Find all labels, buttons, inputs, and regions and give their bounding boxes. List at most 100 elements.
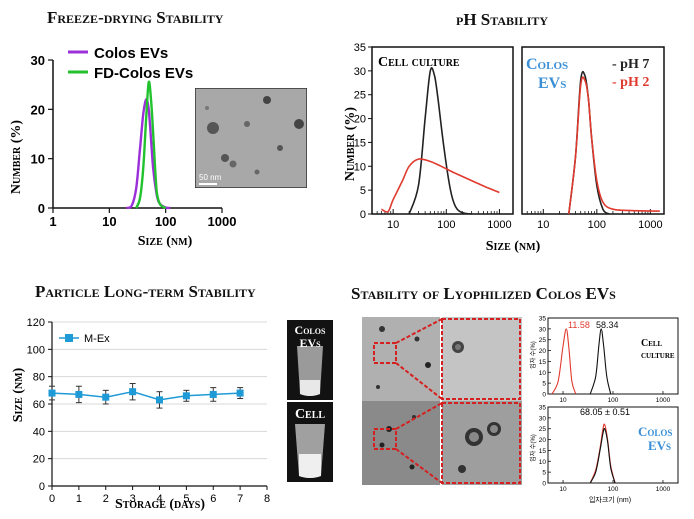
lyo-y-tick-label: 0: [542, 392, 546, 399]
lyo-y-tick-label: 15: [539, 448, 547, 455]
lyo-x-tick-label: 10: [559, 397, 567, 404]
ph-y-tick-label: 15: [354, 137, 366, 149]
freeze-series: [125, 80, 171, 210]
lyo-x-tick-label: 10: [559, 486, 567, 493]
longterm-y-tick-label: 120: [27, 317, 45, 329]
colos-evs-vial-photo: Colos EVs: [287, 320, 333, 400]
longterm-x-tick-label: 3: [130, 493, 136, 505]
lyo-curve-p1-2: [589, 328, 612, 395]
lyo-y-tick-label: 35: [539, 405, 547, 412]
lyo-axes: 35 30 25 20 15 10 5 0 10 100 1000 35 30 25 20 15 10 5 0 10 1…: [539, 316, 679, 493]
longterm-point: [102, 393, 110, 401]
lyo-bottom-peak: 68.05 ± 0.51: [580, 407, 630, 417]
lyo-dls-charts: 35 30 25 20 15 10 5 0 10 100 1000 35 30 25 20 15 10 5 0 10 1…: [529, 316, 679, 504]
cell-vial-photo: Cell: [287, 402, 333, 482]
freeze-y-tick-label: 20: [31, 102, 45, 117]
ph-xlabel: Size (nm): [486, 239, 541, 254]
freeze-x-tick-label: 10: [102, 214, 116, 229]
longterm-chart: 0 20 40 60 80 100 120 0 1 2 3 4 5 6 7 8 M-Ex Storage (d…: [11, 317, 270, 512]
lyo-y-tick-label: 15: [539, 359, 547, 366]
longterm-series-line: [51, 390, 241, 401]
ph-x-tick-label: 1000: [638, 219, 662, 231]
longterm-xlabel: Storage (days): [115, 497, 205, 512]
ph-ylabel: Number (%): [343, 107, 358, 181]
lyo-tem-composite: [362, 317, 522, 485]
lyo-ylabel-top: 입자 수(%): [529, 341, 537, 369]
ph-series: [381, 67, 660, 215]
lyo-y-tick-label: 0: [542, 481, 546, 488]
longterm-point: [48, 389, 56, 397]
ph-series-line-p1-ph2: [381, 158, 500, 213]
longterm-y-tick-label: 0: [39, 481, 45, 493]
longterm-x-tick-label: 0: [49, 493, 55, 505]
ph-series-line-p1-ph7: [408, 67, 472, 215]
lyo-top-peak-2: 58.34: [596, 320, 619, 330]
longterm-series: [48, 383, 244, 409]
ph-series-line-p2-ph2: [568, 76, 660, 215]
lyo-y-tick-label: 20: [539, 437, 547, 444]
ph-y-tick-label: 10: [354, 161, 366, 173]
longterm-y-tick-label: 80: [33, 372, 45, 384]
ph-panel-frame-1: [371, 46, 514, 215]
longterm-point: [209, 390, 217, 398]
freeze-axes: 1 10 100 1000 0 10 20 30: [31, 53, 237, 229]
freeze-legend-colos: Colos EVs: [94, 45, 168, 62]
freeze-ylabel: Number (%): [9, 120, 24, 194]
freeze-xlabel: Size (nm): [138, 234, 193, 249]
longterm-ylabel: Size (nm): [11, 367, 26, 422]
lyo-top-peak-1: 11.58: [568, 320, 590, 330]
longterm-point: [182, 392, 190, 400]
longterm-x-tick-label: 5: [183, 493, 189, 505]
longterm-axes: 0 20 40 60 80 100 120 0 1 2 3 4 5 6 7 8: [27, 317, 270, 505]
lyo-curve-p2-2: [589, 427, 616, 484]
ph-y-tick-label: 5: [360, 185, 366, 197]
lyo-y-tick-label: 25: [539, 337, 547, 344]
ph-y-tick-label: 35: [354, 42, 366, 54]
freeze-series-line-fd: [135, 80, 167, 210]
longterm-legend-marker: [65, 334, 73, 342]
lyo-y-tick-label: 20: [539, 348, 547, 355]
ph-x-tick-label: 10: [537, 219, 549, 231]
lyo-y-tick-label: 35: [539, 316, 547, 323]
lyo-top-label-2: culture: [641, 350, 675, 361]
lyo-top-label-1: Cell: [641, 338, 663, 349]
lyo-y-tick-label: 30: [539, 326, 547, 333]
lyo-y-tick-label: 5: [542, 470, 546, 477]
ph-x-tick-label: 100: [437, 219, 455, 231]
longterm-x-tick-label: 7: [237, 493, 243, 505]
freeze-y-tick-label: 30: [31, 53, 45, 68]
ph-chart: 10 100 1000 0 5 10 15 20 25 30 35 10 100 1000 Cell cu…: [343, 42, 665, 254]
freeze-y-tick-label: 0: [38, 201, 45, 216]
ph-x-tick-label: 100: [588, 219, 606, 231]
longterm-point: [75, 390, 83, 398]
ph-right-label-colos: Colos: [526, 56, 568, 73]
ph-legend-ph7: - pH 7: [612, 57, 649, 72]
freeze-scale-bar: 50 nm: [199, 173, 222, 182]
freeze-y-tick-label: 10: [31, 152, 45, 167]
lyo-y-tick-label: 10: [539, 459, 547, 466]
freeze-x-tick-label: 100: [155, 214, 177, 229]
freeze-chart: 1 10 100 1000 0 10 20 30 Size (nm) Number (%) C…: [9, 45, 237, 249]
vial-top-label-1: Colos: [295, 323, 326, 337]
ph-right-label-evs: EVs: [538, 75, 566, 92]
freeze-title: Freeze-drying Stability: [47, 8, 224, 27]
lyo-x-tick-label: 100: [608, 486, 619, 493]
lyo-xlabel: 입자크기 (nm): [589, 495, 631, 504]
ph-x-tick-label: 1000: [487, 219, 511, 231]
freeze-x-tick-label: 1000: [208, 214, 237, 229]
ph-left-label: Cell culture: [378, 55, 460, 70]
ph-legend-ph2: - pH 2: [612, 75, 649, 90]
freeze-series-line-colos: [125, 98, 171, 210]
freeze-legend-fd: FD-Colos EVs: [94, 65, 193, 82]
ph-panel-frame-2: [521, 46, 665, 215]
longterm-point: [129, 388, 137, 396]
lyo-ylabel-bottom: 입자 수(%): [529, 434, 537, 462]
lyo-x-tick-label: 100: [608, 397, 619, 404]
lyo-x-tick-label: 1000: [656, 397, 671, 404]
ph-y-tick-label: 20: [354, 114, 366, 126]
ph-series-line-p2-ph7: [568, 70, 610, 215]
lyo-y-tick-label: 10: [539, 370, 547, 377]
longterm-y-tick-label: 40: [33, 426, 45, 438]
lyo-bottom-label-2: EVs: [648, 438, 671, 453]
ph-y-tick-label: 30: [354, 66, 366, 78]
